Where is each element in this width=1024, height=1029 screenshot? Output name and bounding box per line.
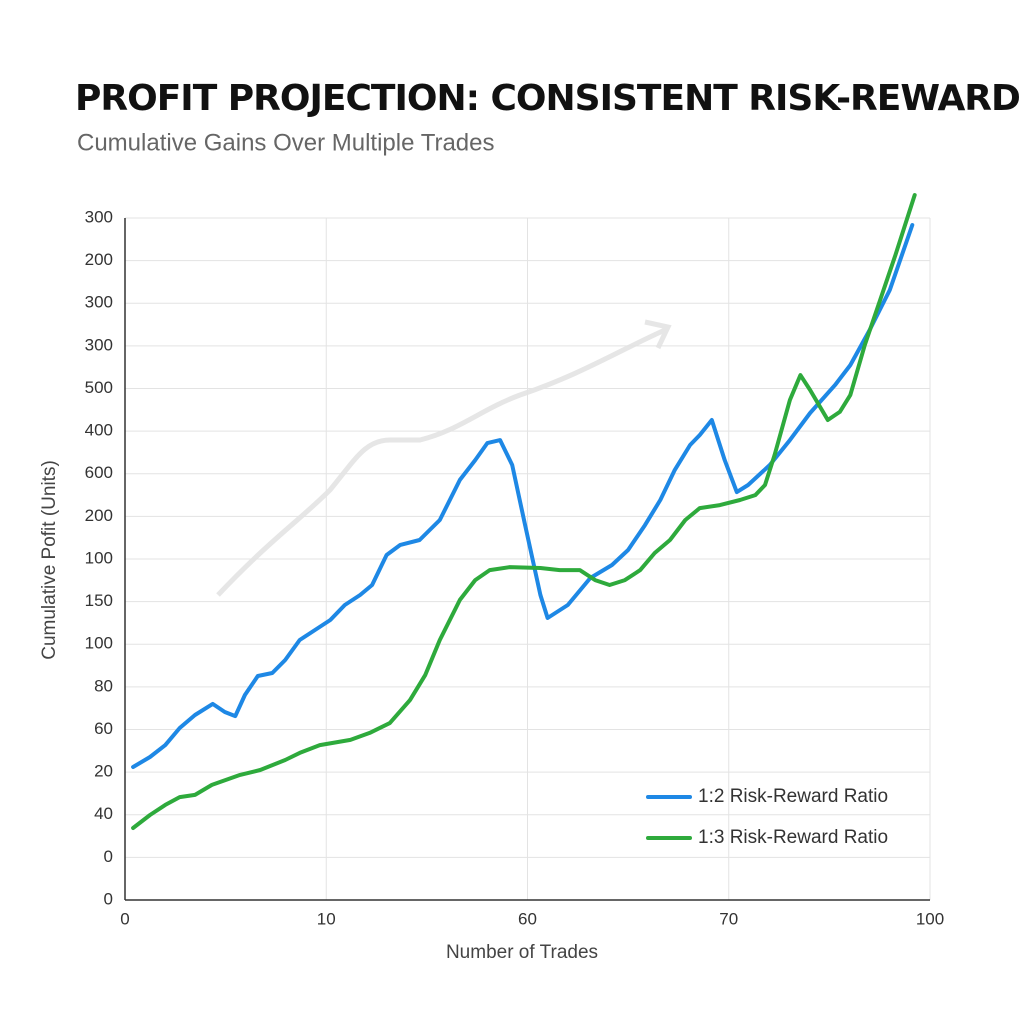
- legend-label: 1:2 Risk-Reward Ratio: [698, 786, 888, 807]
- y-tick-label: 80: [94, 676, 113, 695]
- y-tick-label: 0: [104, 847, 113, 866]
- y-tick-label: 0: [104, 889, 113, 908]
- chart-title: PROFIT PROJECTION: CONSISTENT RISK-REWAR…: [75, 78, 1020, 119]
- x-tick-label: 70: [719, 909, 738, 928]
- y-tick-label: 20: [94, 762, 113, 781]
- series-line: [131, 223, 915, 769]
- x-tick-label: 10: [317, 909, 336, 928]
- grid: 0040206080100150100200600400500300300200…: [85, 207, 945, 928]
- chart-subtitle: Cumulative Gains Over Multiple Trades: [77, 129, 495, 156]
- y-tick-label: 100: [85, 548, 113, 567]
- y-tick-label: 300: [85, 335, 113, 354]
- legend-label: 1:3 Risk-Reward Ratio: [698, 827, 888, 848]
- y-tick-label: 150: [85, 591, 113, 610]
- plot-area: [131, 193, 917, 830]
- y-tick-label: 500: [85, 378, 113, 397]
- trend-arrow: [216, 327, 667, 597]
- trend-arrow-head: [644, 319, 672, 350]
- y-tick-label: 200: [85, 506, 113, 525]
- y-tick-label: 100: [85, 634, 113, 653]
- y-axis-label: Cumulative Pofit (Units): [39, 460, 60, 660]
- y-tick-label: 40: [94, 804, 113, 823]
- x-tick-label: 0: [120, 909, 129, 928]
- legend: 1:2 Risk-Reward Ratio 1:3 Risk-Reward Rat…: [646, 786, 888, 848]
- y-tick-label: 300: [85, 207, 113, 226]
- y-tick-label: 400: [85, 421, 113, 440]
- x-tick-label: 60: [518, 909, 537, 928]
- y-tick-label: 200: [85, 250, 113, 269]
- y-tick-label: 60: [94, 719, 113, 738]
- y-tick-label: 600: [85, 463, 113, 482]
- x-tick-label: 100: [916, 909, 944, 928]
- x-axis-label: Number of Trades: [446, 942, 598, 963]
- series-line: [131, 193, 917, 830]
- y-tick-label: 300: [85, 293, 113, 312]
